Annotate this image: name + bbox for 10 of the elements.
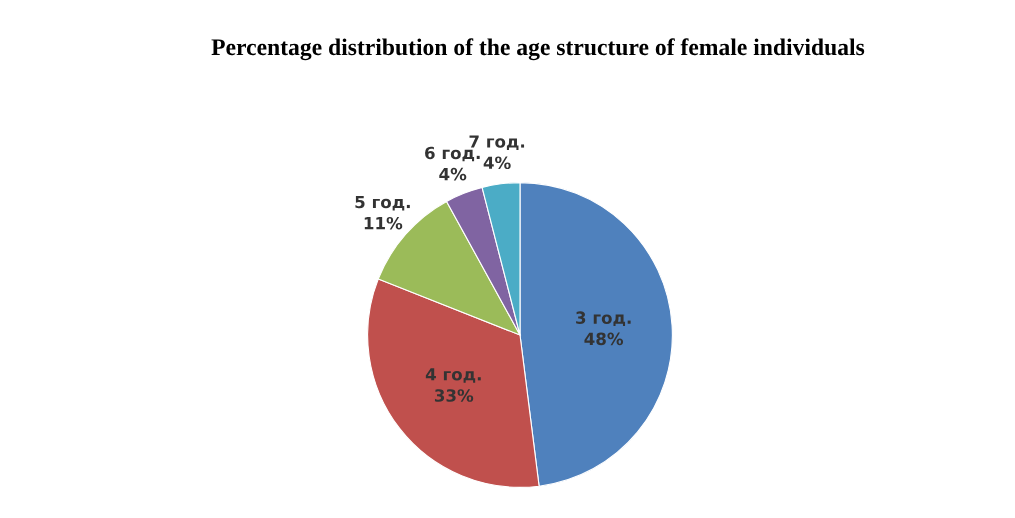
slice-label: 4 год. — [425, 368, 481, 383]
slice-label: 3 год. — [576, 311, 631, 327]
data-label: 4% — [439, 167, 467, 181]
slice-label: 7 год. — [469, 135, 525, 150]
data-label: 33% — [434, 389, 474, 402]
chart-title: Percentage distribution of the age structure of female individuals — [211, 38, 865, 61]
slice-label: 5 год. — [355, 195, 410, 211]
data-label: 48% — [584, 332, 624, 346]
data-label: 4% — [483, 156, 511, 170]
data-label: 11% — [364, 216, 403, 230]
